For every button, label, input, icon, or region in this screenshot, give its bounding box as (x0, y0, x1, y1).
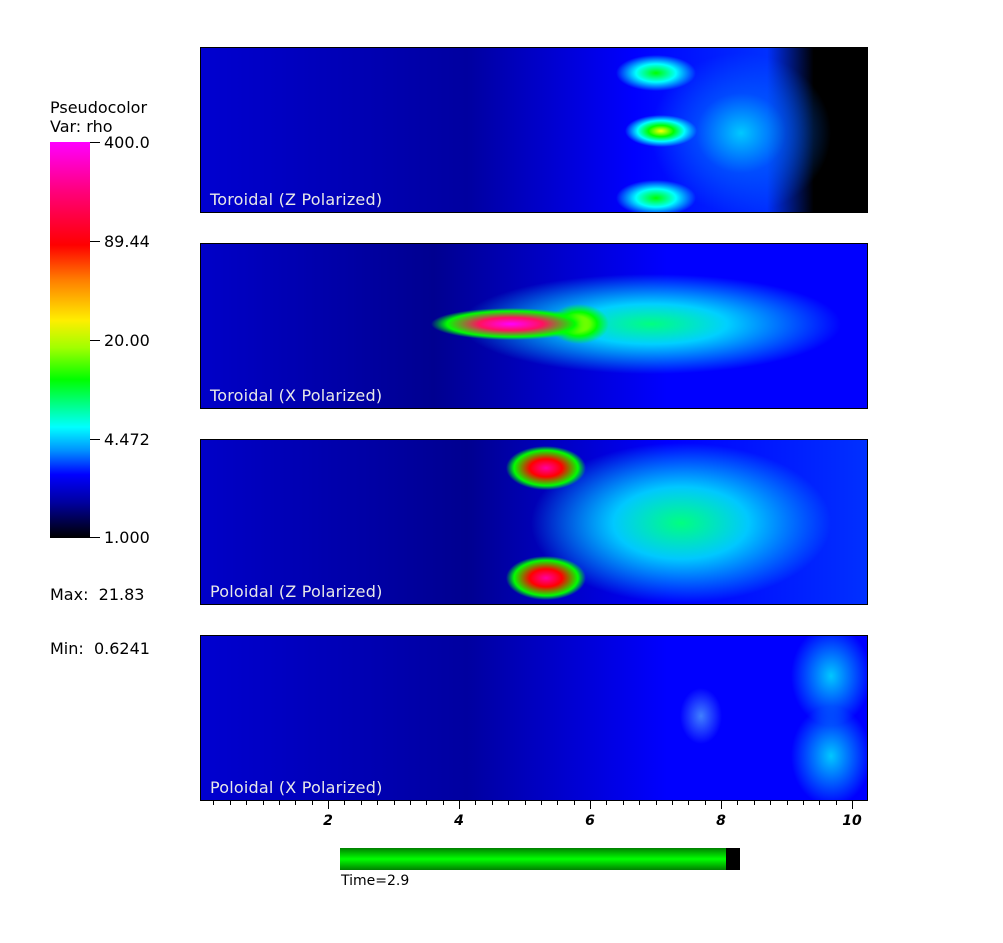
x-major-tick (852, 800, 853, 809)
legend-plot-type: Pseudocolor (50, 98, 148, 117)
x-axis (200, 800, 868, 812)
x-minor-tick (393, 800, 395, 805)
x-minor-tick (360, 800, 362, 805)
x-minor-tick (704, 800, 706, 805)
x-minor-tick (802, 800, 804, 805)
plot-panel-toroidal-x[interactable]: Toroidal (X Polarized) (200, 243, 868, 409)
time-slider[interactable] (340, 848, 740, 870)
x-minor-tick (671, 800, 673, 805)
x-minor-tick (377, 800, 379, 805)
x-minor-tick (475, 800, 477, 805)
legend-max: Max: 21.83 (50, 585, 145, 604)
x-minor-tick (622, 800, 624, 805)
legend-minmax: Max: 21.83 Min: 0.6241 (50, 550, 150, 676)
legend-tick (90, 142, 100, 143)
x-minor-tick (344, 800, 346, 805)
legend-tick-label: 4.472 (104, 430, 150, 449)
legend-tick-label: 20.00 (104, 331, 150, 350)
x-minor-tick (786, 800, 788, 805)
x-minor-tick (295, 800, 297, 805)
x-minor-tick (213, 800, 215, 805)
panel-label: Poloidal (Z Polarized) (210, 582, 383, 601)
legend-tick-label: 400.0 (104, 133, 150, 152)
legend-tick-label: 89.44 (104, 232, 150, 251)
x-major-tick (459, 800, 460, 809)
x-minor-tick (311, 800, 313, 805)
x-tick-label: 4 (454, 813, 464, 829)
x-minor-tick (655, 800, 657, 805)
x-minor-tick (409, 800, 411, 805)
panel-label: Toroidal (X Polarized) (210, 386, 383, 405)
x-tick-label: 6 (585, 813, 595, 829)
x-minor-tick (753, 800, 755, 805)
x-minor-tick (737, 800, 739, 805)
legend-tick-label: 1.000 (104, 528, 150, 547)
x-tick-label: 2 (323, 813, 333, 829)
plot-panel-poloidal-z[interactable]: Poloidal (Z Polarized) (200, 439, 868, 605)
x-minor-tick (278, 800, 280, 805)
legend-tick (90, 340, 100, 341)
x-minor-tick (639, 800, 641, 805)
x-minor-tick (246, 800, 248, 805)
plot-panel-poloidal-x[interactable]: Poloidal (X Polarized) (200, 635, 868, 801)
x-major-tick (721, 800, 722, 809)
legend-variable: Var: rho (50, 117, 113, 136)
x-minor-tick (688, 800, 690, 805)
x-minor-tick (426, 800, 428, 805)
x-tick-label: 10 (842, 813, 862, 829)
time-label: Time=2.9 (341, 873, 410, 889)
x-minor-tick (508, 800, 510, 805)
x-minor-tick (524, 800, 526, 805)
x-minor-tick (606, 800, 608, 805)
legend-title: Pseudocolor Var: rho (50, 98, 147, 136)
legend-tick (90, 439, 100, 440)
color-scale-bar (50, 142, 90, 538)
x-minor-tick (770, 800, 772, 805)
x-major-tick (328, 800, 329, 809)
x-minor-tick (262, 800, 264, 805)
x-minor-tick (573, 800, 575, 805)
x-minor-tick (819, 800, 821, 805)
x-minor-tick (491, 800, 493, 805)
x-minor-tick (835, 800, 837, 805)
x-minor-tick (557, 800, 559, 805)
x-minor-tick (229, 800, 231, 805)
panel-label: Poloidal (X Polarized) (210, 778, 383, 797)
plot-panel-toroidal-z[interactable]: Toroidal (Z Polarized) (200, 47, 868, 213)
x-minor-tick (442, 800, 444, 805)
panel-label: Toroidal (Z Polarized) (210, 190, 383, 209)
legend-min: Min: 0.6241 (50, 639, 150, 658)
time-progress-fill (340, 848, 726, 870)
legend-tick (90, 537, 100, 538)
legend-tick (90, 241, 100, 242)
x-tick-label: 8 (716, 813, 726, 829)
x-major-tick (590, 800, 591, 809)
x-minor-tick (540, 800, 542, 805)
